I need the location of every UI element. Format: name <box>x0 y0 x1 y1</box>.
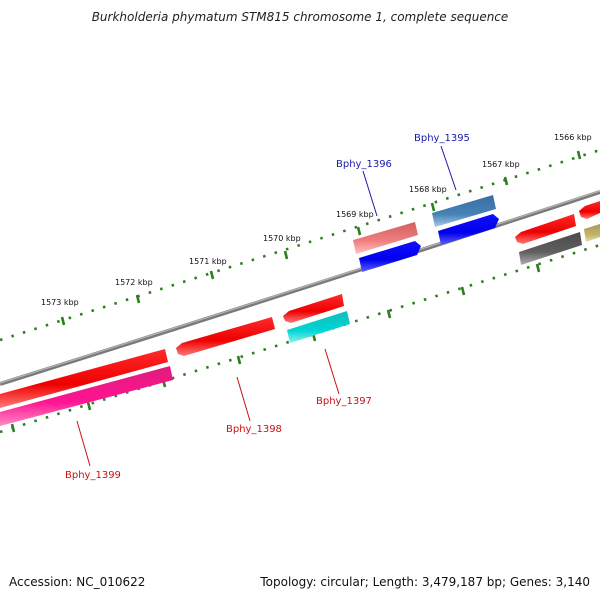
feature-bphy-1399-forward[interactable] <box>0 349 168 408</box>
scale-label-1567: 1567 kbp <box>482 160 520 169</box>
feature-blue-lower-right[interactable] <box>438 214 499 245</box>
feature-bphy-1395[interactable] <box>432 195 496 227</box>
inner-tick <box>386 309 392 319</box>
genome-backbone-highlight <box>0 190 600 384</box>
feature-bphy-1396[interactable] <box>353 222 418 254</box>
gene-label-bphy-1398: Bphy_1398 <box>226 424 282 435</box>
tick-1571 <box>209 270 215 280</box>
feature-blue-lower-left[interactable] <box>359 241 421 272</box>
leader-bphy-1395 <box>440 145 457 191</box>
tick-1566 <box>576 150 582 160</box>
feature-bphy-1399[interactable] <box>0 366 173 426</box>
feature-red-right-1[interactable] <box>515 214 576 244</box>
feature-khaki-right[interactable] <box>584 224 600 242</box>
leader-bphy-1398 <box>236 376 251 422</box>
gene-label-bphy-1397: Bphy_1397 <box>316 396 372 407</box>
scale-label-1573: 1573 kbp <box>41 298 79 307</box>
leader-bphy-1397 <box>324 348 340 395</box>
feature-gray-right[interactable] <box>519 232 582 265</box>
inner-tick <box>86 401 92 411</box>
scale-label-1569: 1569 kbp <box>336 210 374 219</box>
feature-bphy-1397-forward[interactable] <box>283 294 344 323</box>
inner-tick <box>535 263 541 273</box>
inner-tick <box>10 423 16 433</box>
scale-label-1570: 1570 kbp <box>263 234 301 243</box>
feature-bphy-1397[interactable] <box>287 311 350 343</box>
leader-bphy-1396 <box>362 170 378 217</box>
scale-label-1571: 1571 kbp <box>189 257 227 266</box>
inner-tick <box>460 286 466 296</box>
tick-1573 <box>60 316 66 326</box>
tick-1570 <box>283 250 289 260</box>
feature-red-right-2[interactable] <box>579 201 600 219</box>
tick-1572 <box>135 294 141 304</box>
tick-1568 <box>430 202 436 212</box>
scale-label-1572: 1572 kbp <box>115 278 153 287</box>
inner-major-ticks <box>10 263 541 433</box>
scale-label-1568: 1568 kbp <box>409 185 447 194</box>
scale-label-1566: 1566 kbp <box>554 133 592 142</box>
gene-label-bphy-1395: Bphy_1395 <box>414 133 470 144</box>
tick-1567 <box>503 176 509 186</box>
accession-text: Accession: NC_010622 <box>9 575 146 589</box>
outer-major-ticks <box>60 150 582 326</box>
topology-text: Topology: circular; Length: 3,479,187 bp… <box>260 575 590 589</box>
gene-label-bphy-1396: Bphy_1396 <box>336 159 392 170</box>
leader-bphy-1399 <box>76 420 91 467</box>
genome-backbone <box>0 190 600 386</box>
feature-bphy-1398[interactable] <box>176 317 275 356</box>
map-title: Burkholderia phymatum STM815 chromosome … <box>91 10 509 24</box>
inner-tick <box>236 355 242 365</box>
tick-1569 <box>356 226 362 236</box>
gene-label-bphy-1399: Bphy_1399 <box>65 470 121 481</box>
